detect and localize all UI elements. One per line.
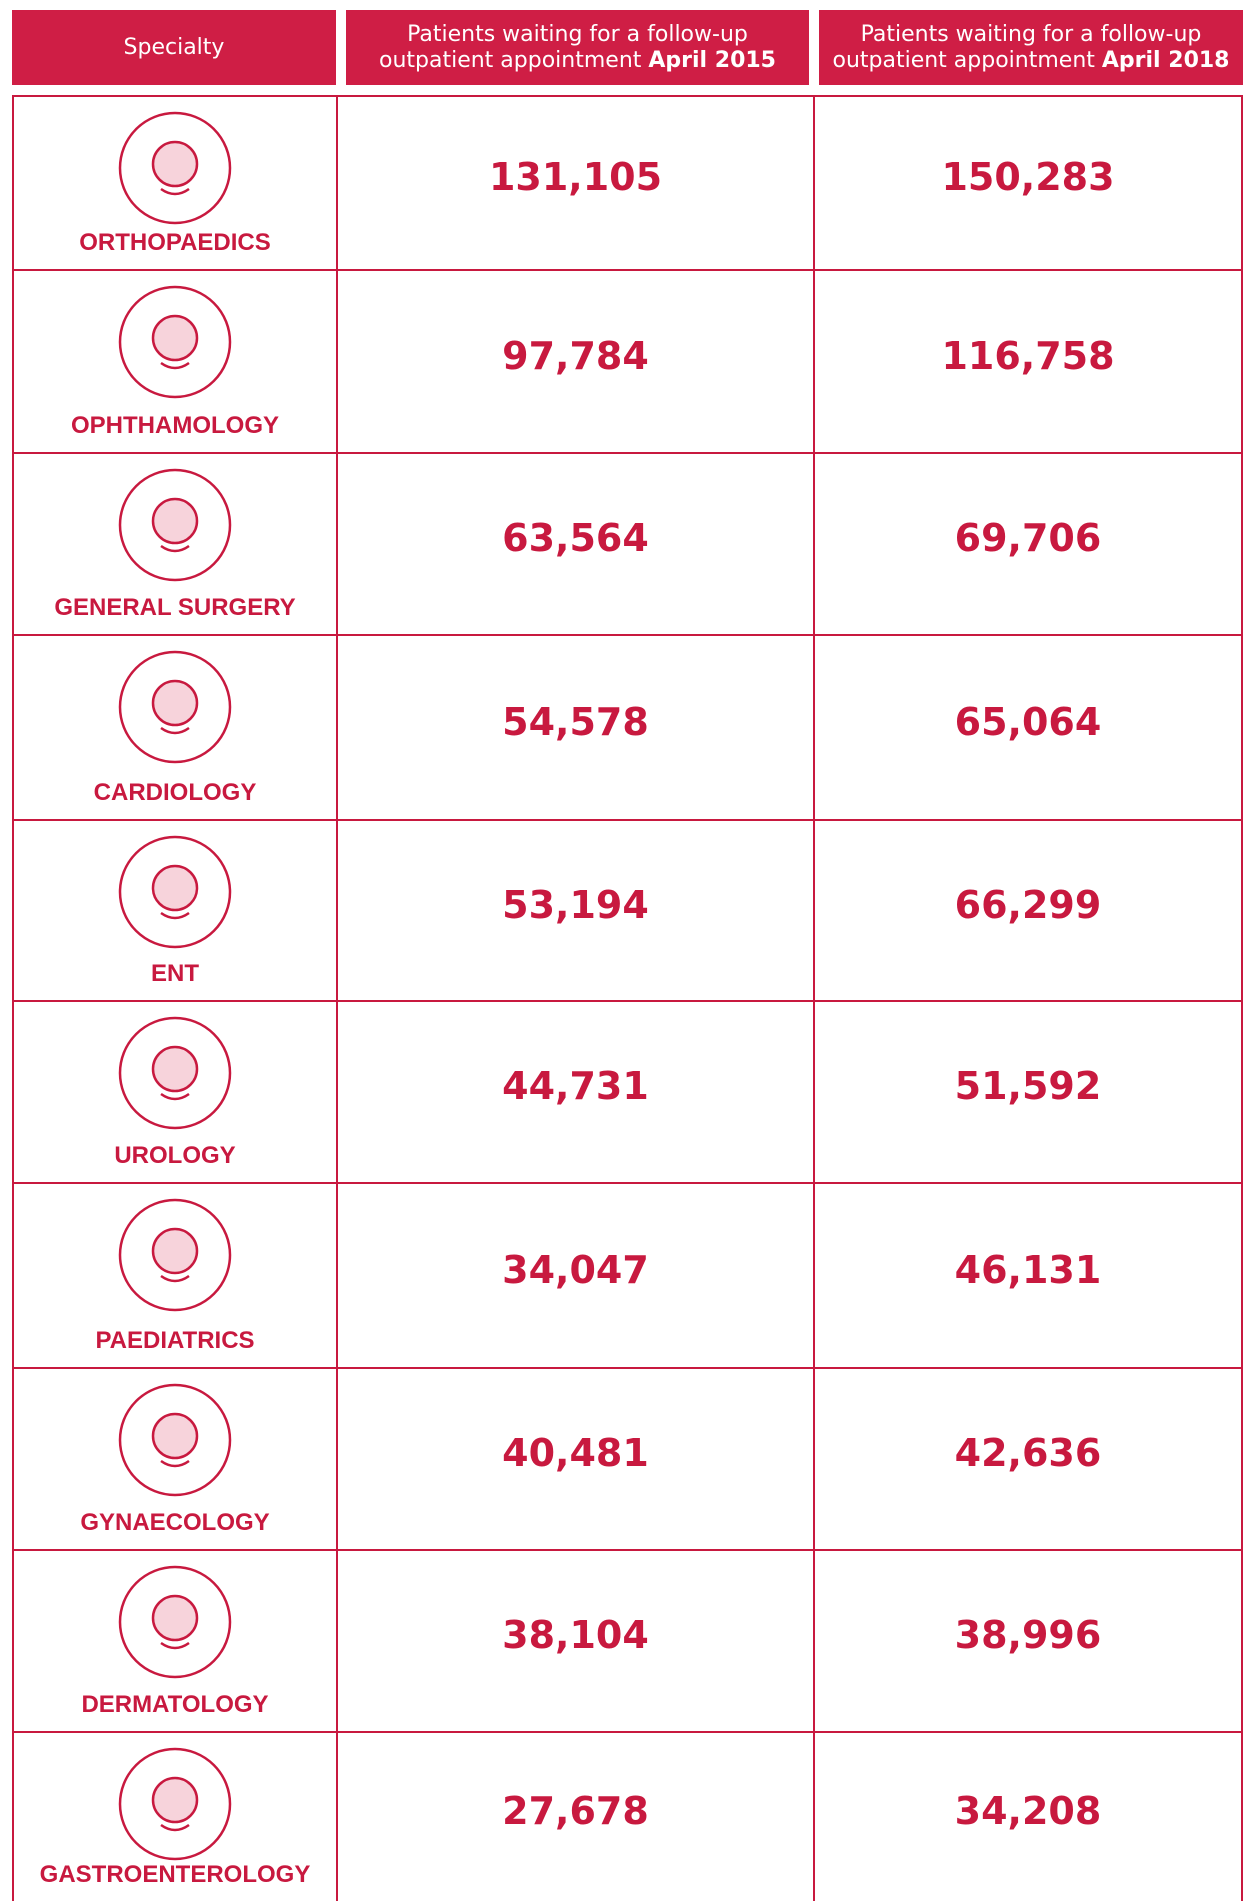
- value-cell: 27,678: [502, 1789, 649, 1833]
- specialty-cell: CARDIOLOGY: [14, 634, 336, 819]
- specialty-icon: [118, 1565, 232, 1679]
- specialty-cell: PAEDIATRICS: [14, 1182, 336, 1367]
- specialty-name: UROLOGY: [114, 1142, 236, 1169]
- header-text: Specialty: [123, 34, 225, 60]
- value-cell: 116,758: [941, 333, 1115, 378]
- specialty-cell: OPHTHAMOLOGY: [14, 269, 336, 452]
- specialty-name: GENERAL SURGERY: [54, 594, 296, 621]
- grid-line: [12, 269, 1243, 271]
- specialty-name: ENT: [151, 960, 199, 987]
- specialty-cell: UROLOGY: [14, 1000, 336, 1182]
- header-line: Patients waiting for a follow-up: [860, 21, 1202, 47]
- value-cell: 44,731: [502, 1064, 649, 1108]
- header-text: outpatient appointment: [832, 47, 1095, 73]
- specialty-cell: GASTROENTEROLOGY: [14, 1731, 336, 1901]
- specialty-name: CARDIOLOGY: [93, 779, 257, 806]
- specialty-icon: [118, 650, 232, 764]
- grid-line: [12, 452, 1243, 454]
- header-cell: Patients waiting for a follow-up outpatie…: [819, 10, 1243, 85]
- specialty-icon: [118, 1383, 232, 1497]
- grid-line: [12, 1000, 1243, 1002]
- value-cell: 131,105: [488, 155, 663, 199]
- specialty-name: GYNAECOLOGY: [80, 1509, 270, 1536]
- grid-line: [12, 634, 1243, 636]
- grid-line: [12, 1731, 1243, 1733]
- value-cell: 46,131: [954, 1247, 1102, 1292]
- grid-line: [1241, 95, 1243, 1901]
- header-line: Patients waiting for a follow-up: [407, 21, 748, 47]
- value-cell: 34,208: [954, 1789, 1102, 1833]
- specialty-icon: [118, 1747, 232, 1861]
- value-cell: 150,283: [941, 155, 1115, 199]
- value-cell: 69,706: [954, 516, 1102, 560]
- grid-line: [12, 95, 1243, 97]
- specialty-icon: [118, 835, 232, 949]
- value-cell: 34,047: [502, 1247, 649, 1292]
- value-cell: 66,299: [954, 882, 1102, 927]
- header-bold: April 2018: [1101, 47, 1230, 73]
- grid-line: [12, 1549, 1243, 1551]
- header-bold: April 2015: [648, 47, 776, 73]
- value-cell: 40,481: [502, 1431, 649, 1475]
- header-cell: Patients waiting for a follow-up outpatie…: [346, 10, 809, 85]
- value-cell: 54,578: [502, 699, 649, 744]
- value-cell: 38,104: [502, 1613, 649, 1657]
- specialty-icon: [118, 1016, 232, 1130]
- specialty-name: PAEDIATRICS: [95, 1327, 255, 1354]
- grid-line: [336, 95, 338, 1901]
- value-cell: 97,784: [502, 333, 649, 378]
- specialty-name: ORTHOPAEDICS: [79, 229, 271, 256]
- grid-line: [813, 95, 815, 1901]
- specialty-cell: GYNAECOLOGY: [14, 1367, 336, 1549]
- specialty-cell: GENERAL SURGERY: [14, 452, 336, 634]
- value-cell: 65,064: [954, 699, 1102, 744]
- header-line: outpatient appointment April 2015: [379, 48, 776, 74]
- specialty-name: DERMATOLOGY: [81, 1691, 269, 1718]
- header-text: outpatient appointment: [378, 47, 642, 73]
- specialty-cell: ENT: [14, 819, 336, 1000]
- grid-line: [12, 1367, 1243, 1369]
- specialty-icon: [118, 285, 232, 399]
- value-cell: 51,592: [954, 1064, 1102, 1108]
- specialty-cell: ORTHOPAEDICS: [14, 95, 336, 269]
- grid-line: [12, 1182, 1243, 1184]
- specialty-cell: DERMATOLOGY: [14, 1549, 336, 1731]
- specialty-icon: [118, 468, 232, 582]
- value-cell: 63,564: [502, 516, 649, 560]
- specialty-icon: [118, 1198, 232, 1312]
- grid-line: [12, 95, 14, 1901]
- specialty-name: GASTROENTEROLOGY: [39, 1861, 311, 1888]
- value-cell: 38,996: [954, 1613, 1102, 1657]
- header-line: outpatient appointment April 2018: [832, 48, 1229, 74]
- value-cell: 42,636: [954, 1431, 1102, 1475]
- header-cell: Specialty: [12, 10, 336, 85]
- specialty-name: OPHTHAMOLOGY: [71, 412, 279, 439]
- grid-line: [12, 819, 1243, 821]
- specialty-icon: [118, 111, 232, 225]
- value-cell: 53,194: [502, 882, 649, 927]
